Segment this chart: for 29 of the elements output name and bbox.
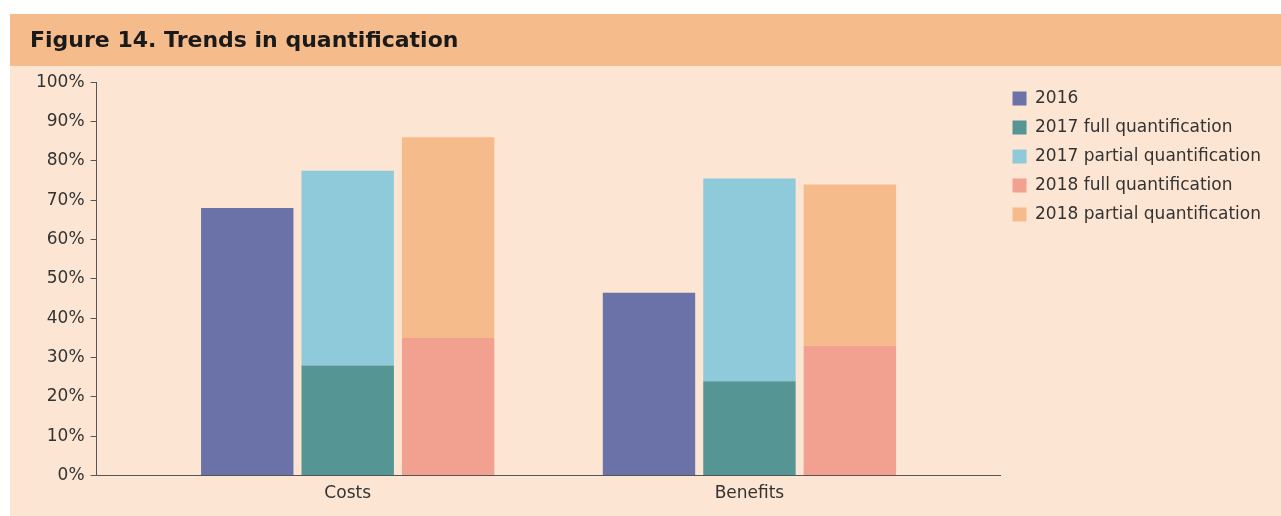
legend-label: 2018 partial quantification (1035, 202, 1261, 223)
legend-label: 2017 full quantification (1035, 115, 1233, 136)
y-tick-label: 70% (46, 188, 85, 209)
bar (703, 178, 796, 382)
bar (301, 365, 394, 476)
legend-label: 2017 partial quantification (1035, 144, 1261, 165)
bar (803, 184, 897, 346)
bar (401, 137, 495, 338)
y-tick-label: 80% (46, 149, 85, 170)
y-tick-label: 60% (46, 227, 85, 248)
y-tick-label: 10% (46, 424, 85, 445)
x-tick-label: Benefits (714, 482, 785, 503)
y-tick-label: 90% (46, 109, 85, 130)
legend-label: 2018 full quantification (1035, 173, 1233, 194)
y-tick-label: 40% (46, 306, 85, 327)
y-tick-label: 50% (46, 267, 85, 288)
bar (401, 337, 495, 476)
bar (703, 381, 796, 476)
x-tick-label: Costs (324, 482, 372, 503)
bar (301, 170, 394, 366)
legend-label: 2016 (1035, 86, 1079, 107)
bar (201, 208, 294, 476)
y-tick-label: 100% (35, 70, 85, 91)
y-tick-label: 0% (57, 464, 85, 485)
bar (803, 345, 897, 476)
chart-title: Figure 14. Trends in quantification (10, 14, 1281, 66)
y-tick-label: 30% (46, 346, 85, 366)
bar (602, 292, 696, 476)
y-tick-label: 20% (46, 385, 85, 406)
